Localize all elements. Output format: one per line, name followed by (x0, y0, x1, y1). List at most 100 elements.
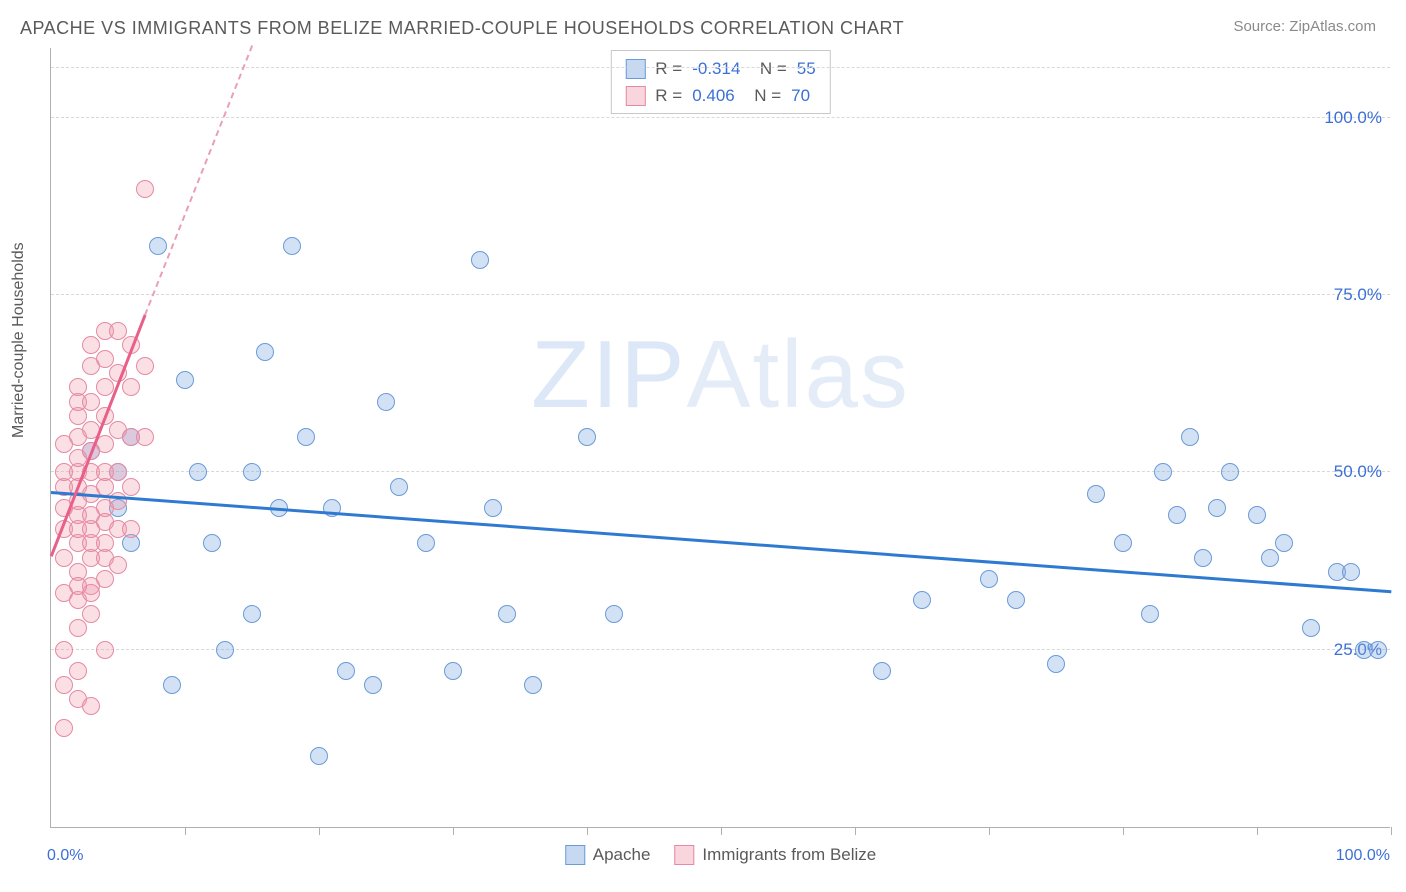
legend-series: ApacheImmigrants from Belize (565, 845, 877, 865)
data-point (524, 676, 542, 694)
x-tick (989, 827, 990, 835)
watermark: ZIPAtlas (531, 320, 910, 430)
data-point (243, 463, 261, 481)
legend-stats-row: R = 0.406 N = 70 (625, 82, 815, 109)
data-point (122, 378, 140, 396)
legend-swatch (565, 845, 585, 865)
x-tick (453, 827, 454, 835)
data-point (82, 605, 100, 623)
x-tick (587, 827, 588, 835)
data-point (1181, 428, 1199, 446)
n-label: N = (745, 82, 781, 109)
data-point (96, 570, 114, 588)
plot-area: Married-couple Households ZIPAtlas R =-0… (50, 48, 1390, 828)
y-tick-label: 75.0% (1334, 285, 1382, 305)
data-point (310, 747, 328, 765)
title-bar: APACHE VS IMMIGRANTS FROM BELIZE MARRIED… (0, 0, 1406, 49)
data-point (82, 336, 100, 354)
data-point (1047, 655, 1065, 673)
x-tick (1391, 827, 1392, 835)
n-value: 70 (791, 82, 810, 109)
data-point (1302, 619, 1320, 637)
data-point (1248, 506, 1266, 524)
data-point (444, 662, 462, 680)
x-tick (185, 827, 186, 835)
data-point (69, 619, 87, 637)
data-point (136, 180, 154, 198)
data-point (1342, 563, 1360, 581)
data-point (1275, 534, 1293, 552)
data-point (283, 237, 301, 255)
source-attribution: Source: ZipAtlas.com (1233, 18, 1376, 35)
legend-swatch (625, 86, 645, 106)
legend-swatch (625, 59, 645, 79)
data-point (96, 641, 114, 659)
data-point (1208, 499, 1226, 517)
data-point (55, 549, 73, 567)
data-point (1221, 463, 1239, 481)
x-tick (319, 827, 320, 835)
data-point (390, 478, 408, 496)
data-point (377, 393, 395, 411)
data-point (149, 237, 167, 255)
data-point (189, 463, 207, 481)
y-axis-title: Married-couple Households (10, 242, 28, 438)
gridline (51, 117, 1390, 118)
data-point (484, 499, 502, 517)
chart-title: APACHE VS IMMIGRANTS FROM BELIZE MARRIED… (20, 18, 904, 39)
data-point (1007, 591, 1025, 609)
data-point (69, 378, 87, 396)
data-point (55, 676, 73, 694)
x-axis-max-label: 100.0% (1336, 847, 1390, 865)
data-point (109, 556, 127, 574)
data-point (337, 662, 355, 680)
data-point (1141, 605, 1159, 623)
data-point (55, 719, 73, 737)
data-point (471, 251, 489, 269)
x-axis-min-label: 0.0% (47, 847, 83, 865)
data-point (176, 371, 194, 389)
data-point (498, 605, 516, 623)
data-point (122, 478, 140, 496)
gridline (51, 294, 1390, 295)
x-tick (721, 827, 722, 835)
n-label: N = (750, 55, 786, 82)
data-point (96, 350, 114, 368)
data-point (364, 676, 382, 694)
data-point (55, 641, 73, 659)
trend-line-belize-extrapolated (144, 46, 253, 316)
r-value: 0.406 (692, 82, 735, 109)
data-point (136, 428, 154, 446)
x-tick (1257, 827, 1258, 835)
r-label: R = (655, 55, 682, 82)
legend-stats-row: R = -0.314 N = 55 (625, 55, 815, 82)
r-value: -0.314 (692, 55, 740, 82)
n-value: 55 (797, 55, 816, 82)
data-point (297, 428, 315, 446)
data-point (69, 577, 87, 595)
y-tick-label: 100.0% (1324, 108, 1382, 128)
data-point (417, 534, 435, 552)
x-tick (855, 827, 856, 835)
gridline (51, 649, 1390, 650)
data-point (69, 662, 87, 680)
watermark-thin: Atlas (686, 321, 909, 428)
data-point (216, 641, 234, 659)
legend-stats: R =-0.314 N =55R =0.406 N =70 (610, 50, 830, 114)
gridline (51, 67, 1390, 68)
legend-series-item: Apache (565, 845, 651, 865)
r-label: R = (655, 82, 682, 109)
legend-swatch (674, 845, 694, 865)
data-point (122, 520, 140, 538)
data-point (96, 378, 114, 396)
x-tick (1123, 827, 1124, 835)
legend-series-label: Apache (593, 845, 651, 865)
data-point (980, 570, 998, 588)
data-point (1114, 534, 1132, 552)
data-point (109, 463, 127, 481)
data-point (578, 428, 596, 446)
y-tick-label: 50.0% (1334, 462, 1382, 482)
data-point (203, 534, 221, 552)
watermark-bold: ZIP (531, 321, 686, 428)
data-point (243, 605, 261, 623)
